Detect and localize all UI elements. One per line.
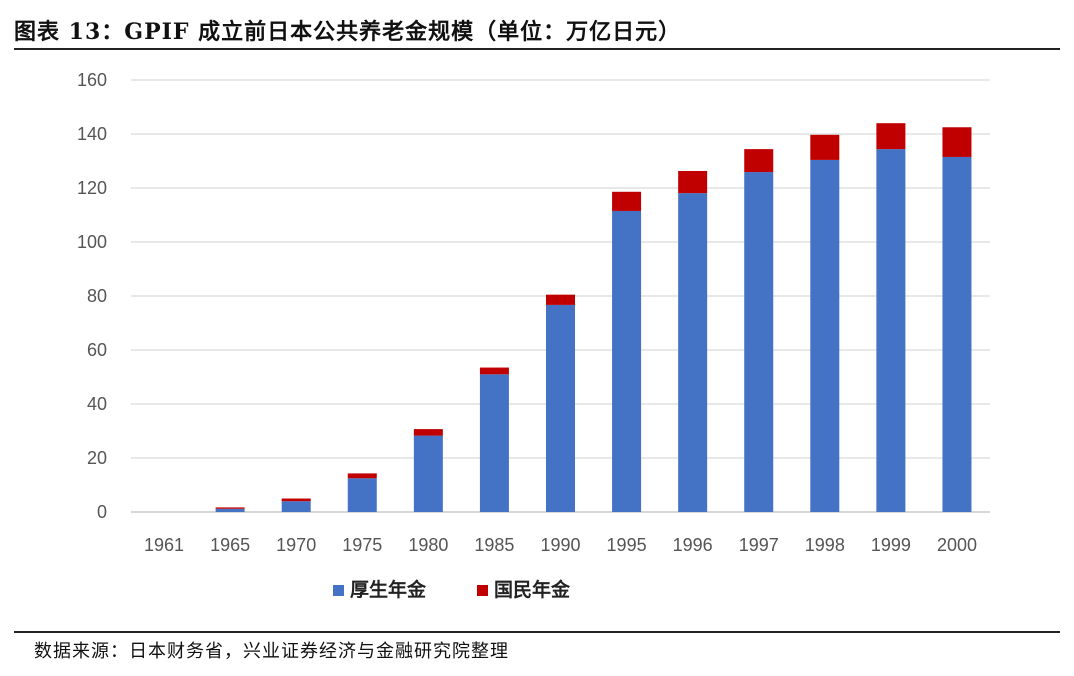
source-rule (14, 631, 1060, 633)
bar-kousei-nenkin (612, 210, 642, 512)
y-tick-label: 80 (87, 286, 107, 306)
source-note: 数据来源：日本财务省，兴业证券经济与金融研究院整理 (34, 641, 509, 662)
bar-kousei-nenkin (876, 149, 906, 512)
bar-kokumin-nenkin (876, 123, 906, 150)
y-tick-label: 20 (87, 448, 107, 468)
stacked-bar-chart: 0 20 40 60 80 100 120 140 160 1961 1965 1970 1975 198… (77, 70, 990, 601)
legend-swatch-kokumin (477, 585, 488, 596)
x-tick-label: 1980 (408, 535, 448, 555)
x-tick-label: 1975 (342, 535, 382, 555)
y-tick-label: 60 (87, 340, 107, 360)
x-tick-label: 2000 (937, 535, 977, 555)
x-tick-label: 1999 (871, 535, 911, 555)
bar-kokumin-nenkin (546, 294, 575, 305)
y-tick-label: 40 (87, 394, 107, 414)
bar-kousei-nenkin (347, 478, 377, 512)
bar-kousei-nenkin (810, 159, 840, 513)
bar-kokumin-nenkin (215, 507, 245, 509)
legend-swatch-kousei (333, 585, 344, 596)
bar-kousei-nenkin (281, 501, 311, 512)
x-tick-label: 1985 (474, 535, 514, 555)
x-tick-label: 1965 (210, 535, 250, 555)
legend-label-kokumin: 国民年金 (494, 578, 571, 601)
x-tick-label: 1970 (276, 535, 316, 555)
bar-kokumin-nenkin (810, 134, 840, 160)
title-rule (14, 48, 1060, 50)
bar-kousei-nenkin (942, 156, 972, 512)
x-tick-label: 1961 (144, 535, 184, 555)
bar-kousei-nenkin (744, 172, 774, 512)
bar-kousei-nenkin (413, 435, 443, 512)
bar-kousei-nenkin (678, 193, 708, 512)
bar-kokumin-nenkin (413, 429, 443, 436)
x-tick-label: 1998 (805, 535, 845, 555)
legend-label-kousei: 厚生年金 (350, 578, 427, 601)
bar-kokumin-nenkin (744, 149, 774, 173)
y-tick-label: 100 (77, 232, 107, 252)
bar-kokumin-nenkin (479, 367, 509, 375)
x-tick-label: 1990 (540, 535, 580, 555)
bar-kokumin-nenkin (612, 191, 642, 211)
x-tick-label: 1997 (739, 535, 779, 555)
bar-kousei-nenkin (215, 508, 245, 512)
y-tick-label: 140 (77, 124, 107, 144)
bar-kokumin-nenkin (942, 127, 972, 157)
bar-kousei-nenkin (546, 304, 575, 512)
x-tick-label: 1996 (673, 535, 713, 555)
bar-kokumin-nenkin (281, 498, 311, 502)
y-tick-label: 160 (77, 70, 107, 90)
y-tick-label: 0 (97, 502, 107, 522)
chart-title: 图表 13：GPIF 成立前日本公共养老金规模（单位：万亿日元） (14, 19, 682, 45)
bar-kokumin-nenkin (347, 473, 377, 479)
x-tick-label: 1995 (607, 535, 647, 555)
bar-kousei-nenkin (479, 374, 509, 512)
bar-kokumin-nenkin (678, 170, 708, 194)
y-tick-label: 120 (77, 178, 107, 198)
